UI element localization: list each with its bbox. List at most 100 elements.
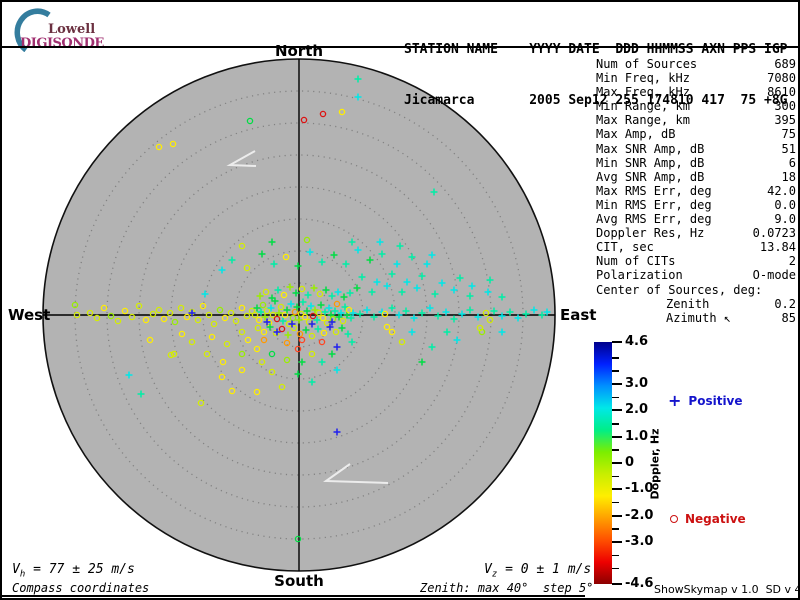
source-positive	[468, 282, 476, 290]
source-positive	[341, 303, 349, 311]
source-positive	[287, 300, 295, 308]
compass-east-label: East	[560, 306, 597, 324]
source-positive	[506, 308, 514, 316]
stat-row: Num of CITs 2	[596, 254, 796, 268]
logo-arc-icon	[14, 8, 51, 52]
source-positive	[313, 316, 321, 324]
source-positive	[337, 309, 345, 317]
source-positive	[256, 292, 264, 300]
stat-label: Min Range, km	[596, 99, 690, 114]
source-positive	[344, 330, 352, 338]
stat-label: Max Freq, kHz	[596, 85, 690, 100]
source-negative	[263, 307, 271, 315]
source-positive	[307, 302, 315, 310]
source-positive	[348, 338, 356, 346]
source-positive	[302, 326, 310, 334]
source-negative	[300, 116, 308, 124]
colorbar-tick-label: 0	[625, 455, 635, 470]
source-negative	[232, 317, 240, 325]
source-positive	[279, 317, 287, 325]
source-negative	[273, 315, 281, 323]
source-positive	[325, 304, 333, 312]
source-negative	[73, 311, 81, 319]
source-negative	[238, 242, 246, 250]
colorbar-minor-tick	[612, 567, 619, 570]
source-negative	[319, 314, 327, 322]
source-positive	[354, 93, 362, 101]
stat-value: 0.0	[774, 197, 796, 212]
colorbar-minor-tick	[612, 475, 619, 478]
source-positive	[228, 256, 236, 264]
source-negative	[244, 336, 252, 344]
horizontal-velocity-value: Vh = 77 ± 25 m/s	[12, 562, 135, 580]
version-label: ShowSkymap v 1.0 SD v 4.2	[654, 583, 800, 596]
source-positive	[434, 312, 442, 320]
source-negative	[251, 311, 259, 319]
source-positive	[299, 298, 307, 306]
source-negative	[155, 143, 163, 151]
header-labels-row: STATION NAME YYYY DATE DDD HHMMSS AXN PP…	[404, 42, 788, 57]
colorbar-major-tick	[612, 409, 622, 412]
plus-symbol-icon: +	[668, 391, 682, 410]
colorbar-tick-label: -1.0	[625, 481, 654, 497]
source-negative	[398, 338, 406, 346]
source-negative	[388, 328, 396, 336]
source-positive	[283, 306, 291, 314]
source-positive	[403, 278, 411, 286]
source-positive	[288, 320, 296, 328]
source-negative	[178, 330, 186, 338]
stat-value: 0.2	[774, 296, 796, 311]
source-negative	[260, 336, 268, 344]
stat-row: Min Range, km 300	[596, 99, 796, 113]
source-negative	[210, 320, 218, 328]
source-positive	[498, 328, 506, 336]
source-positive	[338, 324, 346, 332]
source-positive	[333, 343, 341, 351]
source-positive	[466, 306, 474, 314]
source-negative	[278, 383, 286, 391]
source-positive	[368, 288, 376, 296]
source-negative	[258, 358, 266, 366]
source-positive	[322, 286, 330, 294]
source-positive	[423, 260, 431, 268]
stat-row: Center of Sources, deg:	[596, 283, 796, 297]
stat-row: Min RMS Err, deg 0.0	[596, 198, 796, 212]
source-positive	[410, 314, 418, 322]
source-negative	[227, 309, 235, 317]
source-negative	[291, 308, 299, 316]
stat-label: Polarization	[596, 268, 683, 283]
stat-value: 85	[781, 310, 796, 325]
colorbar-major-tick	[612, 383, 622, 386]
source-positive	[402, 307, 410, 315]
source-positive	[418, 309, 426, 317]
source-negative	[272, 329, 280, 337]
colorbar-gradient	[594, 342, 612, 584]
stat-value: 13.84	[759, 240, 796, 255]
source-positive	[294, 370, 302, 378]
source-negative	[238, 304, 246, 312]
source-positive	[328, 292, 336, 300]
source-positive	[522, 310, 530, 318]
colorbar-tick-label: 3.0	[625, 376, 649, 392]
source-negative	[199, 302, 207, 310]
source-positive	[388, 304, 396, 312]
source-positive	[456, 274, 464, 282]
source-positive	[347, 314, 355, 322]
source-negative	[219, 358, 227, 366]
vertical-velocity-value: Vz = 0 ± 1 m/s	[484, 562, 591, 580]
source-negative	[170, 350, 178, 358]
stat-value: 8610	[767, 85, 796, 100]
source-positive	[431, 290, 439, 298]
source-positive	[530, 306, 538, 314]
stat-row: Max RMS Err, deg 42.0	[596, 184, 796, 198]
source-positive	[343, 311, 351, 319]
source-positive	[268, 294, 276, 302]
source-negative	[183, 313, 191, 321]
source-positive	[348, 238, 356, 246]
source-negative	[223, 340, 231, 348]
source-negative	[381, 310, 389, 318]
source-negative	[71, 301, 79, 309]
source-positive	[298, 358, 306, 366]
source-positive	[331, 307, 339, 315]
source-negative	[323, 319, 331, 327]
